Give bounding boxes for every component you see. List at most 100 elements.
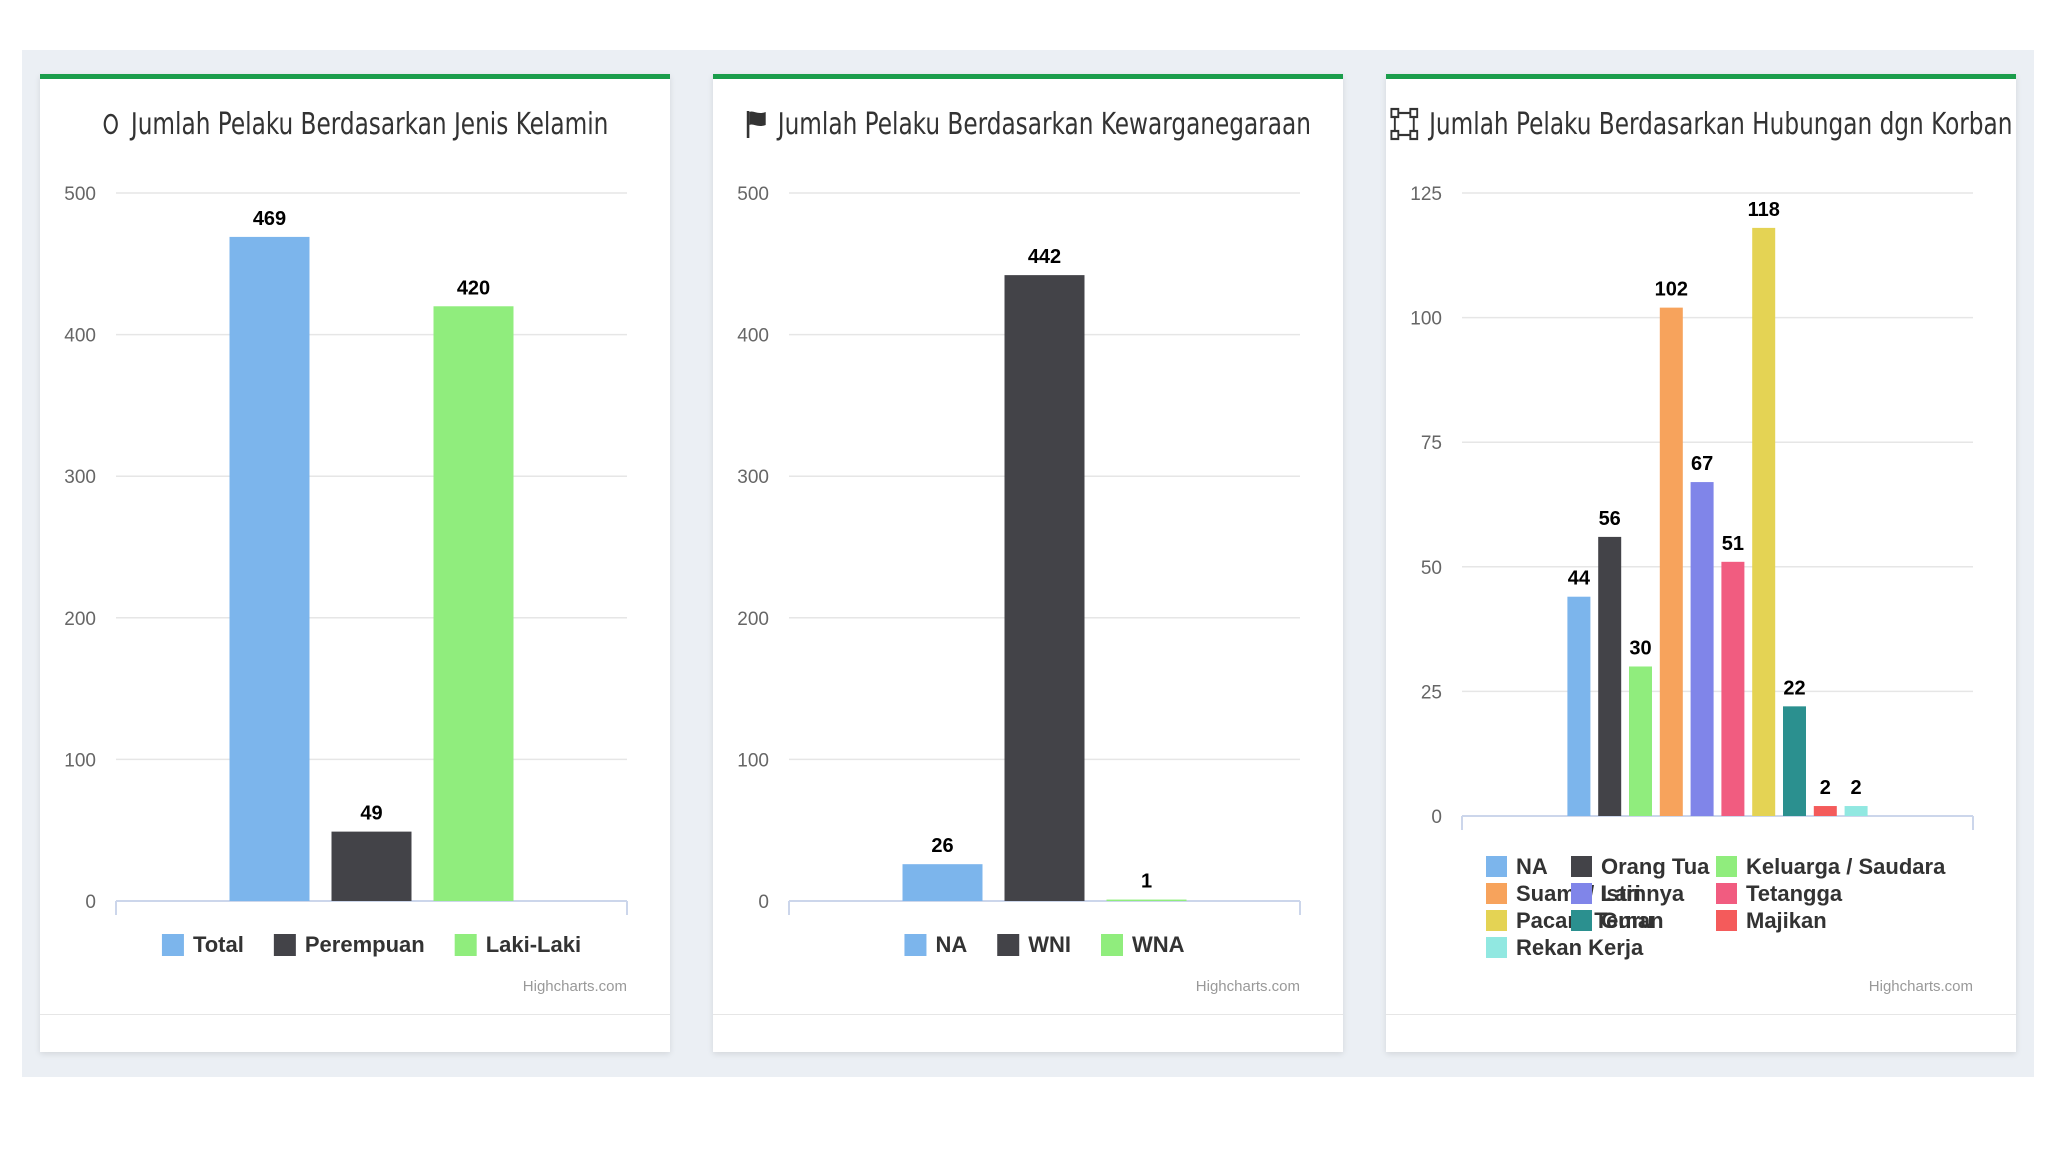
bar-keluarga-saudara xyxy=(1629,666,1652,816)
bar-chart-citizenship: 0 100 200 300 400 500 26 442 1 NA WNI WNA Highcharts… xyxy=(737,184,1301,995)
bar-total xyxy=(229,236,310,901)
y-tick-label: 125 xyxy=(1410,184,1442,205)
legend-label: Keluarga / Saudara xyxy=(1746,854,1946,879)
data-label: 51 xyxy=(1722,533,1744,555)
legend-item: Total xyxy=(161,932,244,957)
bar-chart-gender: 0 100 200 300 400 500 469 49 420 Total Perempuan La… xyxy=(64,184,628,995)
data-label: 420 xyxy=(457,277,490,299)
legend-swatch xyxy=(1101,934,1123,956)
chart-card-gender: Jumlah Pelaku Berdasarkan Jenis Kelamin … xyxy=(40,74,670,1052)
legend-item: Keluarga / Saudara xyxy=(1716,854,1946,879)
legend-item: Majikan xyxy=(1716,908,1827,933)
legend-label: Tetangga xyxy=(1746,881,1843,906)
bar-wna xyxy=(1106,899,1187,901)
legend-item: Lainnya xyxy=(1571,881,1685,906)
bar-rekan-kerja xyxy=(1844,806,1868,816)
data-label: 44 xyxy=(1568,568,1591,590)
legend-item: Perempuan xyxy=(273,932,425,957)
legend-swatch xyxy=(161,934,184,956)
y-tick-label: 0 xyxy=(1431,807,1442,828)
legend-swatch xyxy=(1486,937,1507,958)
card-title: Jumlah Pelaku Berdasarkan Hubungan dgn K… xyxy=(1390,99,2012,149)
legend-item: Rekan Kerja xyxy=(1486,935,1644,960)
data-label: 102 xyxy=(1655,279,1688,301)
legend-swatch xyxy=(1486,910,1507,931)
data-label: 118 xyxy=(1748,199,1780,221)
highcharts-credits: Highcharts.com xyxy=(1196,978,1300,995)
legend-swatch xyxy=(997,934,1020,956)
legend-item: Orang Tua xyxy=(1571,854,1710,879)
legend-swatch xyxy=(1486,856,1507,877)
legend-label: Orang Tua xyxy=(1601,854,1710,879)
legend-label: NA xyxy=(1516,854,1548,879)
legend-item: Laki-Laki xyxy=(454,932,581,957)
legend-item: WNI xyxy=(997,932,1071,957)
card-title: Jumlah Pelaku Berdasarkan Jenis Kelamin xyxy=(84,99,626,149)
card-title-text: Jumlah Pelaku Berdasarkan Kewarganegaraa… xyxy=(777,106,1311,142)
y-tick-label: 200 xyxy=(737,609,769,630)
y-tick-label: 0 xyxy=(85,892,96,913)
circle-outline-icon xyxy=(102,111,121,137)
data-label: 26 xyxy=(931,835,953,857)
data-label: 442 xyxy=(1028,246,1061,268)
y-tick-label: 300 xyxy=(737,467,769,488)
data-label: 49 xyxy=(360,803,382,825)
y-tick-label: 400 xyxy=(737,326,769,347)
bar-perempuan xyxy=(331,831,412,901)
data-label: 469 xyxy=(253,208,286,230)
data-label: 56 xyxy=(1599,508,1621,530)
y-tick-label: 100 xyxy=(737,750,769,771)
card-footer-divider xyxy=(1386,1014,2016,1015)
legend-swatch xyxy=(1486,883,1507,904)
legend-swatch xyxy=(1716,856,1737,877)
data-label: 67 xyxy=(1691,453,1713,475)
chart-card-relationship: Jumlah Pelaku Berdasarkan Hubungan dgn K… xyxy=(1386,74,2016,1052)
y-tick-label: 300 xyxy=(64,467,96,488)
data-label: 2 xyxy=(1851,777,1862,799)
card-title-text: Jumlah Pelaku Berdasarkan Jenis Kelamin xyxy=(130,106,609,142)
legend-swatch xyxy=(1571,910,1592,931)
legend-swatch xyxy=(273,934,296,956)
bar-pacar-teman xyxy=(1752,227,1776,816)
legend: NA WNI WNA xyxy=(904,932,1185,957)
legend-swatch xyxy=(904,934,927,956)
legend-label: Laki-Laki xyxy=(486,932,581,957)
card-title-text: Jumlah Pelaku Berdasarkan Hubungan dgn K… xyxy=(1429,106,2013,142)
data-label: 1 xyxy=(1141,871,1152,893)
y-tick-label: 400 xyxy=(64,326,96,347)
y-tick-label: 75 xyxy=(1421,433,1442,454)
card-footer-divider xyxy=(713,1014,1343,1015)
highcharts-credits: Highcharts.com xyxy=(1869,978,1973,995)
legend-label: Guru xyxy=(1601,908,1654,933)
y-tick-label: 0 xyxy=(758,892,769,913)
bar-laki-laki xyxy=(433,306,514,901)
card-footer-divider xyxy=(40,1014,670,1015)
data-label: 30 xyxy=(1629,637,1651,659)
flag-icon xyxy=(745,109,767,139)
bar-guru xyxy=(1783,706,1806,816)
legend-label: Majikan xyxy=(1746,908,1827,933)
legend: Total Perempuan Laki-Laki xyxy=(161,932,581,957)
bar-majikan xyxy=(1813,806,1837,816)
bar-na xyxy=(902,864,983,901)
bar-wni xyxy=(1004,275,1085,901)
legend-swatch xyxy=(1571,856,1592,877)
y-tick-label: 50 xyxy=(1421,558,1442,579)
legend-label: Lainnya xyxy=(1601,881,1685,906)
highcharts-credits: Highcharts.com xyxy=(523,978,627,995)
legend-label: Perempuan xyxy=(305,932,425,957)
bar-lainnya xyxy=(1690,482,1714,816)
legend-label: WNI xyxy=(1028,932,1071,957)
legend-label: Rekan Kerja xyxy=(1516,935,1644,960)
data-label: 22 xyxy=(1783,677,1805,699)
legend-item: Tetangga xyxy=(1716,881,1843,906)
legend-item: WNA xyxy=(1101,932,1185,957)
y-tick-label: 25 xyxy=(1421,682,1442,703)
card-title: Jumlah Pelaku Berdasarkan Kewarganegaraa… xyxy=(746,99,1311,149)
legend-label: WNA xyxy=(1132,932,1185,957)
legend-item: NA xyxy=(1486,854,1548,879)
legend-swatch xyxy=(1716,910,1737,931)
legend-label: Total xyxy=(193,932,244,957)
